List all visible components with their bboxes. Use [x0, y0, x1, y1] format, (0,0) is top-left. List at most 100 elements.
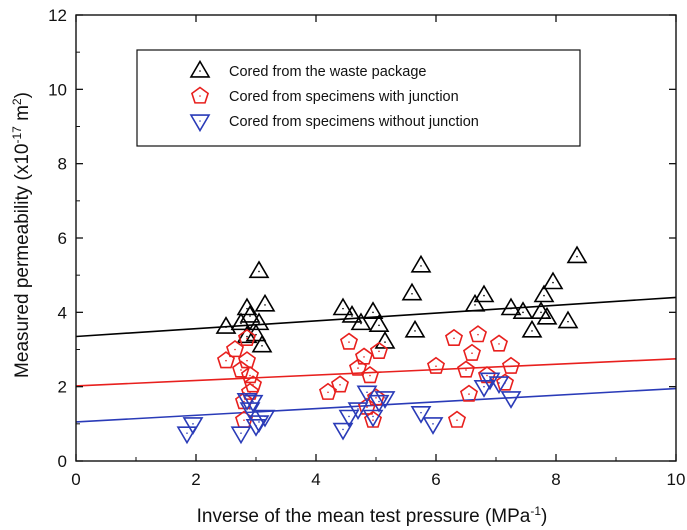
data-point [360, 366, 380, 384]
data-point-dot [261, 344, 263, 347]
data-point-dot [420, 265, 422, 267]
data-point-dot [360, 322, 362, 325]
data-point-dot [342, 428, 344, 431]
x-tick-label: 10 [667, 470, 686, 489]
data-point-dot [378, 400, 380, 403]
data-point [242, 394, 264, 413]
data-point [347, 402, 369, 421]
data-point-dot [510, 307, 512, 310]
data-point [176, 426, 198, 445]
data-point [410, 405, 432, 424]
data-point-dot [249, 391, 251, 394]
legend-marker [189, 114, 211, 133]
data-point [410, 254, 432, 273]
data-point-dot [258, 322, 260, 325]
data-point [182, 417, 204, 435]
data-point-dot [249, 315, 251, 317]
y-tick-label: 2 [58, 378, 67, 397]
legend-box [136, 49, 581, 147]
data-point [254, 409, 276, 428]
data-point [237, 351, 257, 369]
data-point-dot [420, 411, 422, 414]
data-point-dot [372, 311, 374, 314]
data-point-dot [363, 356, 365, 358]
data-point-dot [186, 432, 188, 434]
data-point-dot [225, 359, 227, 362]
data-point-dot [510, 365, 512, 368]
data-point [473, 284, 495, 303]
legend-marker [189, 59, 211, 78]
data-point [444, 328, 464, 347]
data-point-dot [456, 419, 458, 421]
data-point [422, 417, 444, 435]
data-point-dot [366, 406, 368, 408]
y-tick-label: 12 [48, 6, 67, 25]
data-point-dot [369, 374, 371, 377]
legend-marker [190, 86, 210, 104]
data-point [488, 376, 510, 395]
x-tick-label: 6 [431, 470, 440, 489]
data-point-dot [453, 337, 455, 340]
legend-marker-dot [199, 95, 201, 97]
data-point-dot [348, 341, 350, 343]
data-point [374, 391, 396, 409]
data-point-dot [414, 330, 416, 332]
data-point [239, 402, 261, 421]
data-point-dot [468, 393, 470, 395]
data-point-dot [366, 391, 368, 394]
data-point-dot [258, 421, 260, 423]
data-point-dot [351, 315, 353, 317]
data-point [215, 316, 237, 334]
legend: Cored from the waste package Cored from … [136, 49, 581, 147]
data-point-dot [522, 311, 524, 314]
data-point [369, 341, 389, 360]
data-point [401, 282, 423, 301]
data-point-dot [477, 333, 479, 336]
data-point [512, 301, 534, 320]
legend-entry-waste-package: Cored from the waste package [229, 64, 426, 80]
data-point-dot [486, 374, 488, 377]
data-point-dot [411, 292, 413, 295]
data-point [251, 334, 273, 353]
data-point-dot [372, 419, 374, 421]
data-point-dot [192, 423, 194, 425]
data-point [404, 319, 426, 338]
data-point-dot [576, 255, 578, 258]
data-point-dot [378, 324, 380, 327]
legend-marker-dot [199, 120, 201, 122]
data-point [350, 312, 372, 331]
axis-ticks: 0 2 4 6 8 10 0 2 4 6 8 10 12 [48, 6, 685, 489]
data-point [248, 260, 270, 279]
data-point [464, 293, 486, 312]
data-point-dot [378, 350, 380, 353]
data-point [456, 360, 476, 378]
data-point [536, 306, 558, 325]
data-point [447, 410, 467, 428]
y-tick-label: 0 [58, 452, 67, 471]
data-point [479, 372, 501, 391]
data-point-dot [531, 330, 533, 332]
data-point-dot [471, 352, 473, 355]
data-point-dot [543, 294, 545, 297]
data-point-dot [510, 397, 512, 399]
data-point-dot [258, 270, 260, 273]
data-point-dot [240, 369, 242, 371]
x-tick-label: 2 [191, 470, 200, 489]
data-points [176, 245, 588, 445]
y-axis-label: Measured permeability (x10-17 m2) [10, 92, 33, 378]
data-point-dot [264, 415, 266, 418]
data-point-dot [546, 317, 548, 319]
data-point [500, 391, 522, 409]
x-tick-label: 8 [551, 470, 560, 489]
fit-line [75, 296, 677, 338]
data-point-dot [246, 359, 248, 362]
data-point-dot [255, 333, 257, 336]
data-point [248, 312, 270, 331]
data-point [566, 245, 588, 264]
data-point-dot [246, 307, 248, 310]
data-point-dot [435, 365, 437, 368]
data-point-dot [384, 341, 386, 343]
data-point [533, 284, 555, 303]
data-point [459, 384, 479, 402]
y-tick-label: 10 [48, 80, 67, 99]
